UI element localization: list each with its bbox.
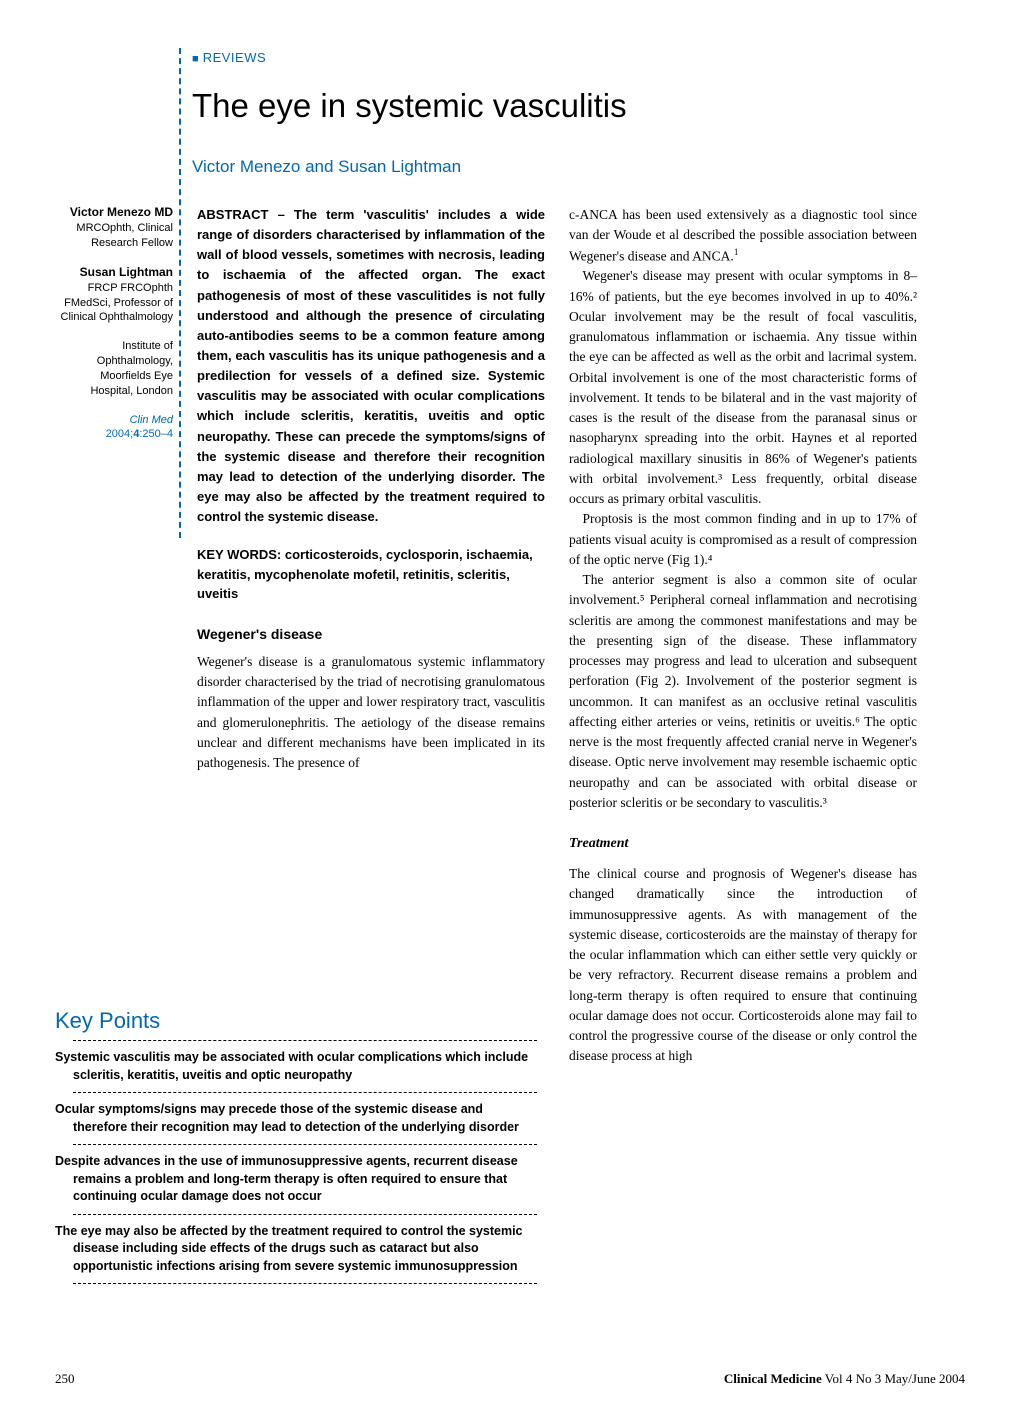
col2-p1: c-ANCA has been used extensively as a di… [569,205,917,266]
journal-name: Clinical Medicine [724,1371,822,1386]
col2-p3: Proptosis is the most common finding and… [569,509,917,570]
col2-p1-text: c-ANCA has been used extensively as a di… [569,207,917,263]
keypoint-2: Ocular symptoms/signs may precede those … [73,1092,537,1144]
wegener-p1-text: Wegener's disease is a granulomatous sys… [197,652,545,774]
col2-p5: The clinical course and prognosis of Weg… [569,864,917,1067]
author-info-sidebar: Victor Menezo MD MRCOphth, Clinical Rese… [55,205,173,1067]
page-number: 250 [55,1371,75,1387]
author2-credentials: FRCP FRCOphth FMedSci, Professor of Clin… [55,281,173,326]
citation-year: 2004; [106,428,134,440]
right-col-text: c-ANCA has been used extensively as a di… [569,205,917,1067]
col2-p4: The anterior segment is also a common si… [569,570,917,813]
keypoint-1: Systemic vasculitis may be associated wi… [73,1040,537,1092]
wegener-p1: Wegener's disease is a granulomatous sys… [197,652,545,774]
journal-info: Clinical Medicine Vol 4 No 3 May/June 20… [724,1371,965,1387]
abstract: ABSTRACT – The term 'vasculitis' include… [197,205,545,527]
keywords: KEY WORDS: corticosteroids, cyclosporin,… [197,545,545,604]
keypoints-title: Key Points [55,1008,537,1034]
author2-name: Susan Lightman [55,265,173,279]
citation-journal: Clin Med [130,414,173,426]
ref-1: 1 [734,247,739,257]
main-content-grid: Victor Menezo MD MRCOphth, Clinical Rese… [55,205,965,1067]
author1-name-text: Victor Menezo [70,205,151,219]
affiliation: Institute of Ophthalmology, Moorfields E… [55,339,173,398]
right-column: c-ANCA has been used extensively as a di… [569,205,917,1067]
keypoints-box: Key Points Systemic vasculitis may be as… [55,1008,537,1284]
wegener-heading: Wegener's disease [197,626,545,642]
footer: 250 Clinical Medicine Vol 4 No 3 May/Jun… [55,1371,965,1387]
col2-p2: Wegener's disease may present with ocula… [569,266,917,509]
citation-pages: :250–4 [139,428,173,440]
vertical-dashed-rule [179,48,181,538]
author1-credentials: MRCOphth, Clinical Research Fellow [55,221,173,251]
author1-degree: MD [154,205,173,219]
author1-name: Victor Menezo MD [55,205,173,219]
section-label: REVIEWS [192,50,965,65]
article-title: The eye in systemic vasculitis [192,87,965,125]
keypoint-4: The eye may also be affected by the trea… [73,1214,537,1285]
journal-issue: Vol 4 No 3 May/June 2004 [822,1371,965,1386]
treatment-heading: Treatment [569,833,917,854]
citation: Clin Med 2004;4:250–4 [55,413,173,443]
keypoint-3: Despite advances in the use of immunosup… [73,1144,537,1214]
authors-line: Victor Menezo and Susan Lightman [192,157,965,177]
middle-column: ABSTRACT – The term 'vasculitis' include… [197,205,545,1067]
